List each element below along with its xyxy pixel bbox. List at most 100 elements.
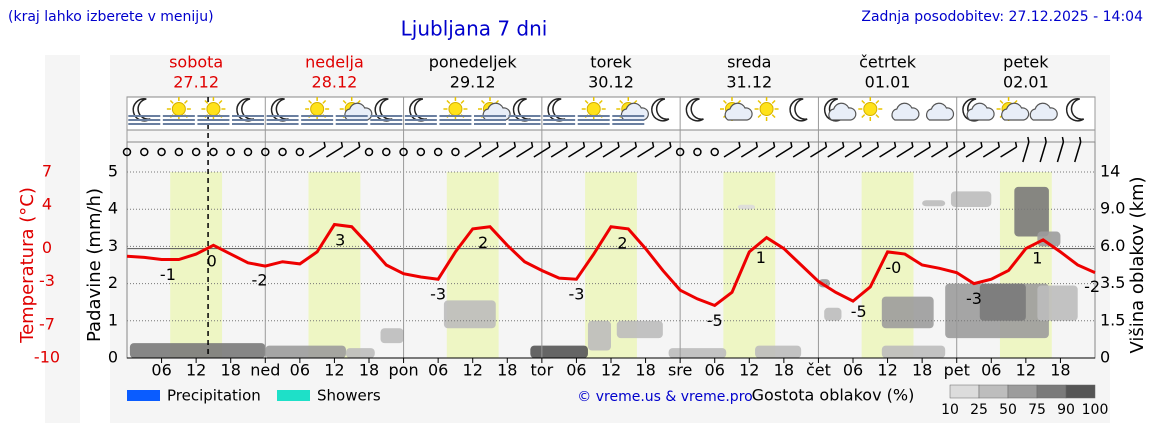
sun (206, 102, 221, 116)
wind-barb-tick (582, 141, 586, 148)
sun-ray (861, 114, 866, 119)
x-tick-label: 06 (981, 361, 1001, 380)
wind-barb-tick (634, 141, 638, 148)
wind-calm (451, 147, 460, 157)
density-swatch (978, 384, 1009, 399)
x-tick-label: 12 (739, 361, 759, 380)
wind-barb-tick (893, 141, 897, 148)
temperature-label: -5 (707, 311, 723, 330)
y-tick-label: 3 (108, 236, 118, 255)
daylight-band (170, 172, 223, 358)
x-tick-label: čet (806, 361, 831, 380)
wind-barb (326, 146, 343, 158)
sun (863, 102, 878, 116)
wind-barb-tick (496, 141, 499, 148)
moon (651, 98, 670, 122)
sun-ray (861, 99, 866, 104)
day-date: 27.12 (173, 73, 219, 92)
x-tick-label: 18 (1050, 361, 1070, 380)
wind-barb (637, 146, 654, 158)
cloud-block (587, 320, 611, 351)
x-tick-label: pet (944, 361, 970, 380)
day-date: 02.01 (1003, 73, 1049, 92)
wind-barb (498, 146, 516, 158)
temperature-tick-label: 4 (42, 194, 52, 213)
wind-barb (758, 146, 775, 158)
wind-barb-tick (617, 141, 620, 148)
wind-barb-tick (1014, 141, 1018, 148)
cloud-block (979, 283, 1026, 321)
wind-barb (948, 146, 966, 158)
wind-calm (693, 147, 702, 157)
cloud-block (616, 320, 663, 339)
day-date: 28.12 (312, 73, 358, 92)
wind-barb (810, 146, 827, 158)
wind-barb-tick (1027, 136, 1030, 143)
day-date: 29.12 (450, 73, 496, 92)
cloud-block (1037, 285, 1078, 321)
temperature-tick-label: -3 (39, 271, 55, 290)
cloud (1029, 102, 1058, 121)
cloud-block (265, 345, 346, 358)
wind-calm (433, 147, 443, 157)
x-tick-label: 12 (877, 361, 897, 380)
y2-tick-label: 1.5 (1100, 310, 1125, 329)
sun-ray (480, 99, 485, 104)
x-tick-label: 12 (1016, 361, 1036, 380)
wind-calm (140, 147, 149, 157)
sun-ray (757, 114, 762, 119)
x-tick-label: 06 (705, 361, 725, 380)
cloud-block (881, 296, 934, 329)
daylight-band (308, 172, 361, 358)
sun-ray (584, 99, 589, 104)
density-swatch (1007, 384, 1038, 399)
wind-barb (585, 146, 603, 158)
x-tick-label: 12 (186, 361, 206, 380)
sun-ray (322, 99, 327, 104)
wind-calm (261, 147, 270, 157)
cloud-block (1014, 186, 1049, 237)
wind-barb-tick (669, 141, 672, 148)
wind-barb (861, 146, 879, 158)
temperature-label: -2 (252, 271, 268, 290)
wind-barb (913, 146, 931, 158)
x-tick-label: 18 (359, 361, 379, 380)
wind-calm (122, 147, 132, 157)
y-axis-label: Padavine (mm/h) (84, 188, 105, 342)
temperature-tick-label: 0 (42, 238, 52, 257)
sun-ray (875, 114, 880, 119)
y2-axis-label: Višina oblakov (km) (1127, 176, 1148, 353)
cloud-block (737, 204, 756, 210)
wind-calm (364, 147, 374, 157)
sun-ray (619, 99, 624, 104)
day-name: torek (590, 53, 632, 72)
cloud-block (129, 343, 266, 358)
x-tick-label: 12 (463, 361, 483, 380)
cloud-block (922, 200, 946, 207)
wind-barb-tick (755, 141, 759, 148)
cloud (828, 102, 857, 121)
wind-calm (191, 147, 201, 157)
temperature-label: -3 (568, 285, 584, 304)
temperature-label: -3 (430, 285, 446, 304)
updated: Zadnja posodobitev: 27.12.2025 - 14:04 (861, 9, 1143, 25)
temperature-label: 2 (478, 233, 488, 252)
x-tick-label: 18 (497, 361, 517, 380)
y-tick-label: 5 (108, 162, 118, 181)
x-tick-label: 06 (290, 361, 310, 380)
x-tick-label: 18 (912, 361, 932, 380)
wind-calm (399, 147, 408, 157)
sun-ray (722, 99, 727, 104)
wind-barb (723, 146, 741, 158)
wind-barb (879, 146, 896, 158)
cloud (1001, 102, 1030, 121)
cloud-block (950, 191, 992, 207)
legend-label: Showers (317, 387, 381, 405)
daylight-band (723, 172, 776, 358)
wind-calm (710, 147, 719, 157)
wind-barb (1022, 141, 1030, 163)
wind-barb (896, 146, 914, 158)
credit: © vreme.us & vreme.pro (577, 389, 752, 405)
wind-calm (157, 147, 166, 157)
sun-ray (204, 99, 209, 104)
